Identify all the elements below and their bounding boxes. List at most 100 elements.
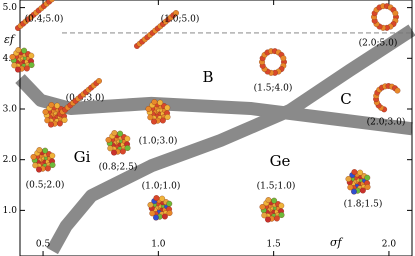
snapshot-image xyxy=(373,83,401,113)
snapshot-image xyxy=(15,0,56,31)
bead xyxy=(166,210,173,216)
bead xyxy=(145,106,152,112)
bead xyxy=(259,204,266,210)
bead xyxy=(15,47,22,53)
bead xyxy=(48,121,54,128)
bead xyxy=(357,169,364,176)
x-tick-label: 2.0 xyxy=(382,240,397,250)
y-tick-label: 5.0 xyxy=(3,3,18,13)
phase-boundary xyxy=(15,74,413,136)
bead xyxy=(36,147,43,153)
bead xyxy=(265,197,272,203)
snapshot-label: (1.8;1.5) xyxy=(344,199,383,210)
bead xyxy=(164,104,171,111)
bead xyxy=(153,195,160,201)
snapshot-image xyxy=(345,169,371,195)
bead xyxy=(28,62,35,68)
phase-boundary xyxy=(46,24,415,255)
bead xyxy=(49,152,56,159)
snapshot-label: (1.5;4.0) xyxy=(254,83,293,94)
bead xyxy=(394,87,401,94)
bead xyxy=(159,195,166,202)
bead xyxy=(364,184,371,190)
bead xyxy=(164,114,171,120)
x-tick-label: 1.5 xyxy=(266,240,281,250)
bead xyxy=(44,117,51,124)
snapshot-label: (1.5;1.0) xyxy=(257,181,296,192)
snapshot-image xyxy=(371,3,399,31)
bead xyxy=(159,117,166,124)
bead xyxy=(49,162,56,168)
bead xyxy=(105,137,112,143)
bead xyxy=(111,149,117,156)
bead xyxy=(166,200,173,207)
bead xyxy=(96,78,102,84)
bead xyxy=(278,212,285,218)
phase-label: C xyxy=(340,90,351,108)
bead xyxy=(61,117,68,123)
phase-label: Ge xyxy=(270,152,291,170)
bead xyxy=(124,135,131,142)
snapshot-label: (0.8;2.5) xyxy=(99,162,138,173)
snapshot-image xyxy=(134,10,179,49)
bead xyxy=(147,202,154,208)
bead xyxy=(117,130,124,137)
bead xyxy=(15,66,21,73)
bead xyxy=(11,62,18,69)
x-axis-label: σf xyxy=(330,236,344,249)
snapshot-label: (0.6;3.0) xyxy=(66,93,105,104)
bead xyxy=(351,169,358,175)
bead xyxy=(271,197,278,204)
bead xyxy=(153,214,159,221)
bead xyxy=(124,145,131,151)
bead xyxy=(157,99,164,106)
bead xyxy=(273,215,280,222)
y-axis-label: εf xyxy=(4,33,16,46)
snapshot-label: (1.0;1.0) xyxy=(142,181,181,192)
plot-frame xyxy=(19,0,413,256)
bead xyxy=(392,10,399,17)
bead xyxy=(56,120,63,127)
snapshot-image xyxy=(9,47,35,73)
bead xyxy=(44,165,51,172)
bead xyxy=(147,114,154,121)
bead xyxy=(9,54,16,60)
bead xyxy=(149,210,156,217)
bead xyxy=(119,148,126,155)
snapshot-label: (0.5;2.0) xyxy=(26,180,65,191)
bead xyxy=(151,99,158,105)
bead xyxy=(111,130,118,136)
x-tick-label: 1.0 xyxy=(151,240,166,250)
snapshot-image xyxy=(147,195,173,221)
bead xyxy=(278,202,285,209)
bead xyxy=(23,65,30,72)
y-tick-label: 2.0 xyxy=(3,155,18,165)
snapshot-label: (2.0;5.0) xyxy=(359,38,398,49)
snapshot-label: (1.0;3.0) xyxy=(139,136,178,147)
bead xyxy=(280,55,287,62)
bead xyxy=(347,184,354,191)
phase-label: B xyxy=(202,68,213,86)
y-tick-label: 4.0 xyxy=(3,54,18,64)
bead xyxy=(265,216,271,223)
bead xyxy=(107,145,114,152)
y-tick-label: 1.0 xyxy=(3,206,18,216)
bead xyxy=(54,102,61,109)
bead xyxy=(21,47,28,54)
y-tick-label: 3.0 xyxy=(3,104,18,114)
snapshot-image xyxy=(57,78,102,117)
bead xyxy=(261,212,268,219)
bead xyxy=(28,52,35,59)
bead xyxy=(48,102,55,108)
bead xyxy=(32,162,39,169)
snapshot-label: (2.0;3.0) xyxy=(367,117,406,128)
snapshot-image xyxy=(42,102,68,128)
bead xyxy=(351,188,357,195)
snapshot-image xyxy=(30,147,56,173)
bead xyxy=(359,187,366,194)
bead xyxy=(30,154,37,160)
bead xyxy=(345,176,352,182)
bead xyxy=(42,147,49,154)
bead xyxy=(42,109,49,115)
